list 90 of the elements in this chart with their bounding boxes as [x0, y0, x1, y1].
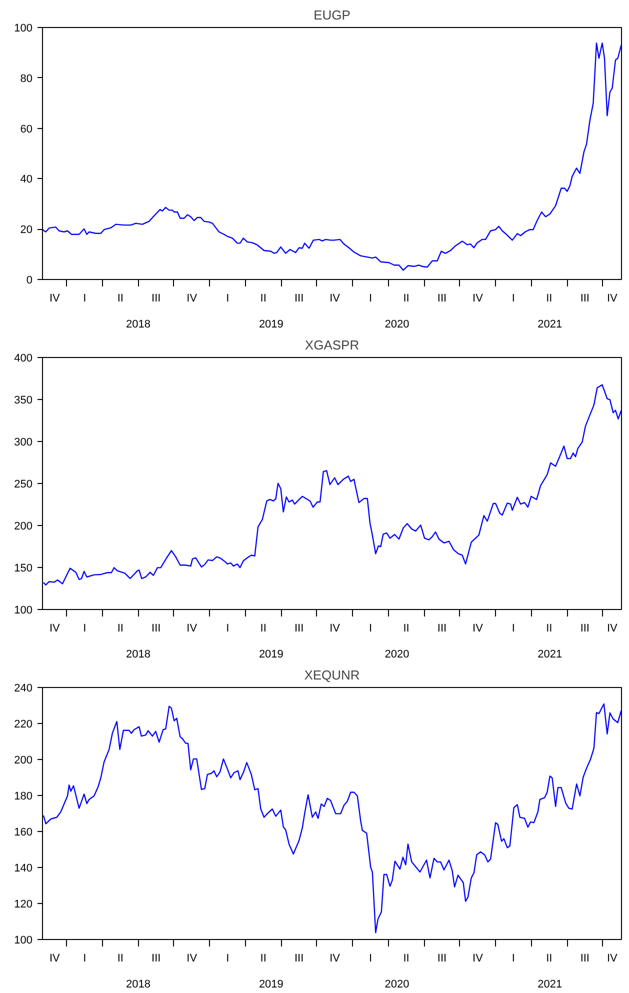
y-tick-label: 200	[14, 754, 33, 766]
y-tick-label: 100	[14, 934, 33, 946]
chart-title: XGASPR	[304, 338, 360, 352]
y-tick-label: 0	[26, 274, 33, 286]
text: II	[260, 622, 266, 634]
y-tick-label: 120	[14, 898, 33, 910]
text: I	[226, 622, 230, 634]
text: III	[294, 952, 304, 964]
y-tick-label: 220	[14, 718, 33, 730]
text: II	[260, 292, 266, 304]
text: II	[403, 292, 410, 304]
line-series	[42, 703, 622, 934]
x-tick-label: 2020	[384, 648, 410, 660]
text: III	[437, 952, 447, 964]
text: IV	[472, 622, 484, 634]
text: II	[546, 622, 552, 634]
text: III	[294, 622, 304, 634]
text: II	[546, 952, 552, 964]
x-tick-label: 2018	[126, 978, 151, 990]
x-tick-label: 2019	[258, 978, 284, 990]
text: III	[437, 622, 447, 634]
text: I	[512, 292, 515, 304]
text: III	[580, 622, 590, 634]
y-tick-label: 80	[20, 72, 33, 85]
x-tick-label: 2021	[538, 978, 562, 990]
text: II	[117, 952, 124, 964]
x-tick-label: 2019	[258, 648, 284, 660]
y-tick-label: 350	[14, 394, 33, 406]
y-tick-label: 100	[14, 22, 33, 34]
y-tick-label: 250	[14, 478, 33, 490]
text: IV	[472, 292, 484, 304]
x-tick-label: 2021	[538, 648, 562, 660]
line-series	[42, 384, 622, 586]
text: II	[403, 952, 410, 964]
text: I	[226, 952, 230, 964]
text: IV	[49, 622, 61, 634]
text: I	[368, 952, 372, 964]
text: III	[152, 292, 161, 304]
y-tick-label: 20	[20, 224, 33, 236]
chart-title: XEQUNR	[304, 668, 360, 682]
text: IV	[49, 952, 61, 964]
text: II	[403, 622, 410, 634]
text: IV	[472, 952, 484, 964]
text: III	[580, 952, 590, 964]
text: I	[83, 292, 86, 304]
x-tick-label: 2020	[384, 978, 410, 990]
text: IV	[186, 292, 198, 304]
text: II	[260, 952, 266, 964]
text: IV	[330, 952, 341, 964]
text: I	[83, 622, 86, 634]
x-tick-label: 2020	[384, 318, 410, 330]
y-tick-label: 60	[20, 123, 33, 136]
y-tick-label: 160	[14, 826, 33, 838]
text: II	[546, 292, 552, 304]
text: III	[437, 292, 447, 304]
text: I	[512, 622, 515, 634]
text: IV	[186, 952, 198, 964]
text: IV	[606, 952, 618, 964]
text: III	[580, 292, 590, 304]
text: I	[226, 292, 230, 304]
text: IV	[330, 622, 341, 634]
text: I	[512, 952, 515, 964]
x-tick-label: 2019	[258, 318, 284, 330]
text: III	[294, 292, 304, 304]
line-series	[42, 42, 622, 271]
x-tick-label: 2021	[538, 318, 562, 330]
text: II	[117, 622, 124, 634]
y-tick-label: 300	[14, 436, 33, 448]
y-tick-label: 200	[14, 520, 33, 532]
text: IV	[186, 622, 198, 634]
text: III	[152, 952, 161, 964]
x-tick-label: 2018	[126, 318, 151, 330]
text: IV	[49, 292, 61, 304]
text: I	[368, 292, 372, 304]
y-tick-label: 240	[14, 682, 33, 694]
x-tick-label: 2018	[126, 648, 151, 660]
y-tick-label: 150	[14, 562, 33, 574]
y-tick-label: 100	[14, 604, 33, 616]
y-tick-label: 40	[20, 174, 33, 186]
chart-title: EUGP	[314, 8, 350, 22]
text: IV	[606, 292, 618, 304]
text: I	[368, 622, 372, 634]
text: I	[83, 952, 86, 964]
text: II	[117, 292, 124, 304]
y-tick-label: 140	[14, 862, 33, 874]
text: III	[152, 622, 161, 634]
text: IV	[330, 292, 341, 304]
y-tick-label: 400	[14, 352, 33, 364]
y-tick-label: 180	[14, 790, 33, 802]
text: IV	[606, 622, 618, 634]
